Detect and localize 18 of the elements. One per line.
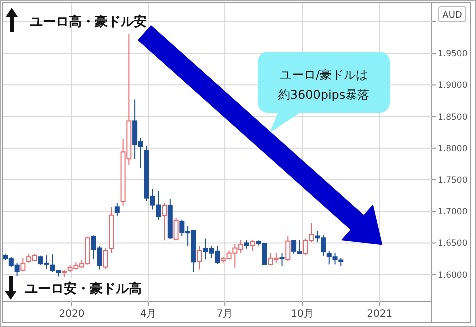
text: AUD: [442, 11, 462, 21]
y-tick-label: 1.6500: [438, 239, 468, 250]
x-tick-label: 2020: [59, 309, 85, 320]
annotation: ユーロ/豪ドルは: [280, 68, 368, 82]
x-tick-label: 4月: [140, 309, 157, 320]
y-tick-label: 1.6000: [438, 270, 468, 281]
x-tick-label: 7月: [216, 309, 234, 320]
y-tick-label: 1.9000: [438, 81, 468, 92]
y-tick-label: 1.8500: [438, 112, 468, 123]
y-tick-label: 1.8000: [438, 144, 468, 154]
x-tick-label: 2021: [367, 309, 393, 320]
annotation: ユーロ高・豪ドル安: [30, 14, 147, 30]
annotation: ユーロ安・豪ドル高: [25, 281, 142, 297]
x-tick-label: 10月: [291, 309, 314, 320]
y-tick-label: 1.9500: [438, 50, 468, 60]
y-tick-label: 1.7500: [438, 176, 468, 186]
y-tick-label: 1.7000: [438, 208, 468, 218]
annotation: 約3600pips暴落: [278, 88, 370, 102]
